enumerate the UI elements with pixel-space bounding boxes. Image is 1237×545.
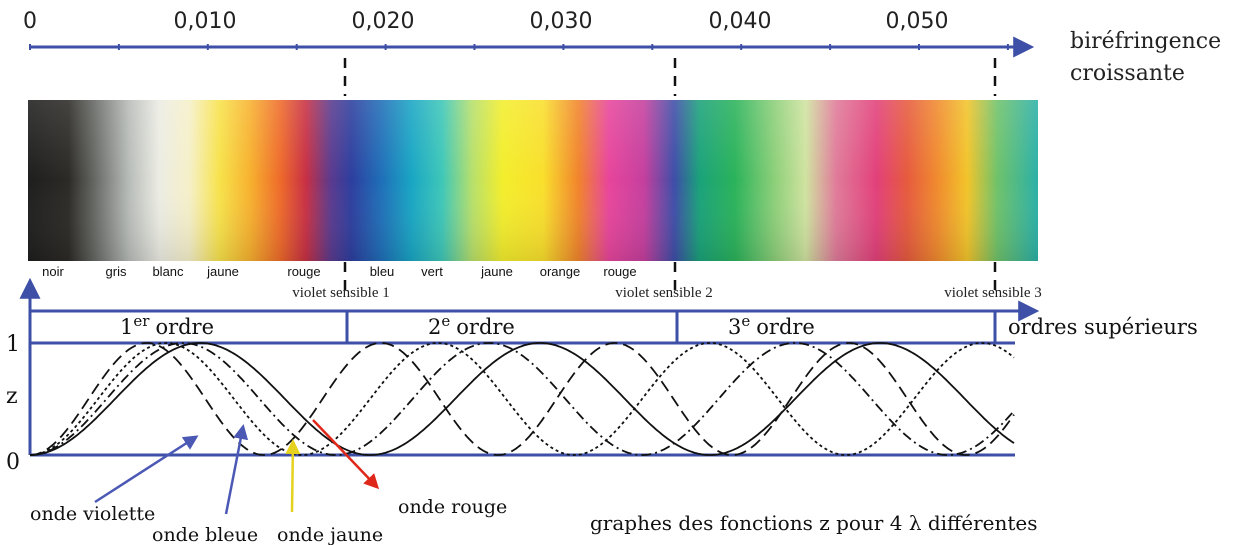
order-2-superscript: e bbox=[441, 312, 450, 330]
interference-color-spectrum bbox=[28, 100, 1038, 261]
order-2-word: ordre bbox=[456, 315, 515, 339]
color-name-blanc: blanc bbox=[152, 264, 184, 279]
order-1-word: ordre bbox=[155, 315, 214, 339]
curve-onde-bleue bbox=[29, 342, 1015, 456]
tick-label-0030: 0,030 bbox=[530, 9, 593, 34]
color-names: noir gris blanc jaune rouge bleu vert ja… bbox=[42, 264, 636, 279]
tick-label-0050: 0,050 bbox=[886, 9, 949, 34]
tick-label-0010: 0,010 bbox=[174, 9, 237, 34]
figure-caption: graphes des fonctions z pour 4 λ différe… bbox=[590, 511, 1038, 535]
onde-bleue-label: onde bleue bbox=[152, 524, 258, 545]
color-name-orange: orange bbox=[540, 264, 580, 279]
curve-onde-rouge bbox=[30, 342, 1015, 456]
order-1-superscript: er bbox=[133, 312, 150, 330]
color-name-jaune-1: jaune bbox=[206, 264, 239, 279]
spectrum-shading bbox=[28, 100, 1038, 261]
onde-violette-label: onde violette bbox=[30, 503, 155, 525]
arrow-onde-bleue bbox=[224, 424, 249, 515]
color-name-bleu: bleu bbox=[370, 264, 395, 279]
order-1-number: 1 bbox=[120, 315, 133, 339]
caption-text-before: graphes des fonctions z pour 4 bbox=[590, 511, 909, 535]
color-name-vert: vert bbox=[421, 264, 443, 279]
color-name-rouge-1: rouge bbox=[287, 264, 320, 279]
birefringence-axis: 0 0,010 0,020 0,030 0,040 0,050 biréfrin… bbox=[23, 9, 1221, 86]
color-name-rouge-2: rouge bbox=[603, 264, 636, 279]
violet-sensible-2-label: violet sensible 2 bbox=[615, 285, 713, 301]
onde-jaune-label: onde jaune bbox=[277, 524, 383, 545]
order-2-label: 2e ordre bbox=[428, 312, 515, 339]
axis-title-line2: croissante bbox=[1070, 61, 1185, 86]
sensitive-violet-labels: violet sensible 1 violet sensible 2 viol… bbox=[292, 285, 1042, 301]
arrow-onde-jaune bbox=[285, 439, 301, 513]
violet-sensible-3-label: violet sensible 3 bbox=[944, 285, 1042, 301]
color-name-jaune-2: jaune bbox=[480, 264, 513, 279]
z-axis-name-label: z bbox=[6, 384, 18, 409]
arrow-onde-violette bbox=[94, 435, 199, 504]
order-3-number: 3 bbox=[728, 315, 741, 339]
order-3-word: ordre bbox=[756, 315, 815, 339]
curve-onde-violette bbox=[29, 342, 1015, 456]
wave-curves bbox=[29, 342, 1015, 456]
order-2-number: 2 bbox=[428, 315, 441, 339]
wave-pointer-arrows bbox=[94, 419, 380, 515]
lambda-symbol: λ bbox=[909, 511, 922, 535]
tick-label-0020: 0,020 bbox=[352, 9, 415, 34]
tick-label-0: 0 bbox=[23, 9, 37, 34]
color-name-gris: gris bbox=[106, 264, 127, 279]
z-axis-bottom-label: 0 bbox=[6, 450, 20, 475]
curve-onde-jaune bbox=[30, 342, 1015, 456]
arrow-onde-rouge bbox=[312, 419, 380, 490]
axis-title-line1: biréfringence bbox=[1070, 29, 1221, 54]
color-name-noir: noir bbox=[42, 264, 64, 279]
z-axis-top-label: 1 bbox=[6, 332, 20, 357]
onde-rouge-label: onde rouge bbox=[398, 496, 507, 518]
violet-sensible-1-label: violet sensible 1 bbox=[292, 285, 390, 301]
sensitive-violet-markers bbox=[343, 58, 997, 290]
higher-orders-label: ordres supérieurs bbox=[1008, 315, 1198, 339]
caption-text-after: différentes bbox=[922, 511, 1038, 535]
axis-ticks bbox=[29, 44, 1009, 50]
order-3-superscript: e bbox=[741, 312, 750, 330]
tick-label-0040: 0,040 bbox=[709, 9, 772, 34]
order-1-label: 1er ordre bbox=[120, 312, 214, 339]
order-3-label: 3e ordre bbox=[728, 312, 815, 339]
